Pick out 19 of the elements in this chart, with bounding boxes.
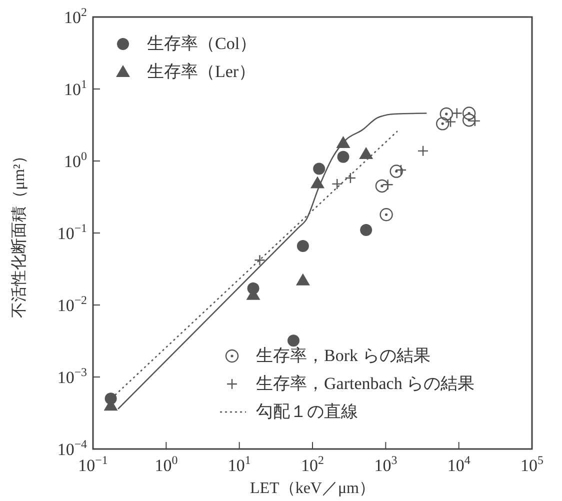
- legend-label: 生存率，Gartenbach らの結果: [256, 374, 475, 393]
- y-tick-label: 10$^{1}$: [64, 77, 88, 99]
- legend-label: 生存率（Col）: [147, 34, 257, 53]
- y-tick-label: 10$^{−2}$: [57, 293, 88, 315]
- y-tick-label: 10$^{−1}$: [57, 221, 88, 243]
- legend-label: 生存率，Bork らの結果: [256, 346, 430, 365]
- legend-label: 生存率（Ler）: [147, 62, 256, 81]
- x-tick-label: 10$^{3}$: [374, 453, 398, 475]
- y-tick-label: 10$^{−3}$: [57, 365, 88, 387]
- x-tick-label: 10$^{1}$: [228, 453, 251, 475]
- y-tick-label: 10$^{2}$: [64, 5, 88, 27]
- legend-label: 勾配１の直線: [256, 402, 358, 421]
- x-tick-label: 10$^{2}$: [301, 453, 324, 475]
- y-axis-title: 不活性化断面積（μm²）: [10, 148, 28, 318]
- x-tick-label: 10$^{5}$: [520, 453, 544, 475]
- x-axis-title: LET（keV／μm）: [250, 480, 375, 497]
- x-tick-label: 10$^{4}$: [447, 453, 470, 475]
- y-tick-label: 10$^{0}$: [64, 149, 88, 171]
- x-tick-label: 10$^{0}$: [154, 453, 178, 475]
